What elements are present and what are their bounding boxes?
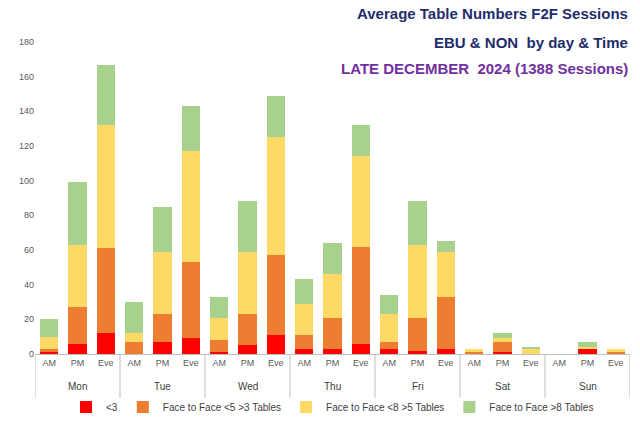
svg-text:Eve: Eve (353, 358, 369, 368)
svg-text:<3: <3 (106, 402, 118, 413)
svg-text:PM: PM (411, 358, 425, 368)
svg-text:PM: PM (156, 358, 170, 368)
svg-text:120: 120 (19, 141, 34, 151)
svg-text:Sun: Sun (579, 381, 597, 392)
svg-text:AM: AM (552, 358, 566, 368)
svg-text:Eve: Eve (608, 358, 624, 368)
svg-text:80: 80 (24, 210, 34, 220)
svg-text:Sat: Sat (495, 381, 510, 392)
svg-text:Wed: Wed (238, 381, 258, 392)
svg-text:AM: AM (42, 358, 56, 368)
svg-text:Face to Face <5 >3 Tables: Face to Face <5 >3 Tables (163, 402, 281, 413)
svg-text:180: 180 (19, 37, 34, 47)
svg-text:Eve: Eve (183, 358, 199, 368)
svg-text:Eve: Eve (438, 358, 454, 368)
svg-text:Thu: Thu (324, 381, 341, 392)
svg-text:PM: PM (71, 358, 85, 368)
svg-text:Face to Face >8 Tables: Face to Face >8 Tables (489, 402, 593, 413)
svg-text:60: 60 (24, 245, 34, 255)
svg-text:AM: AM (382, 358, 396, 368)
svg-text:PM: PM (581, 358, 595, 368)
svg-text:Face to Face <8 >5 Tables: Face to Face <8 >5 Tables (326, 402, 444, 413)
svg-text:LATE DECEMBER 2024 (1388 Sess: LATE DECEMBER 2024 (1388 Sessions) (341, 60, 628, 77)
svg-text:AM: AM (127, 358, 141, 368)
svg-text:160: 160 (19, 72, 34, 82)
svg-text:Eve: Eve (268, 358, 284, 368)
svg-text:Fri: Fri (412, 381, 424, 392)
svg-text:20: 20 (24, 314, 34, 324)
svg-text:Tue: Tue (154, 381, 171, 392)
svg-text:Eve: Eve (523, 358, 539, 368)
svg-text:40: 40 (24, 280, 34, 290)
svg-text:EBU & NON by day & Time: EBU & NON by day & Time (434, 34, 628, 51)
svg-text:Eve: Eve (98, 358, 114, 368)
svg-text:PM: PM (326, 358, 340, 368)
svg-text:100: 100 (19, 176, 34, 186)
svg-text:AM: AM (297, 358, 311, 368)
svg-text:PM: PM (241, 358, 255, 368)
svg-text:Average Table Numbers F2F Sess: Average Table Numbers F2F Sessions (357, 5, 628, 22)
svg-text:PM: PM (496, 358, 510, 368)
svg-text:AM: AM (212, 358, 226, 368)
svg-text:0: 0 (29, 349, 34, 359)
svg-text:AM: AM (467, 358, 481, 368)
svg-text:140: 140 (19, 106, 34, 116)
svg-text:Mon: Mon (68, 381, 87, 392)
